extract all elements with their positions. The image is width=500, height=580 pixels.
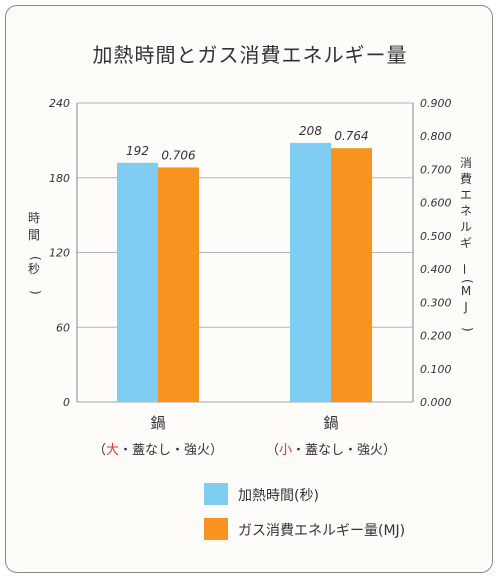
legend-label: ガス消費エネルギー量(MJ)	[238, 523, 405, 539]
chart-title: 加熱時間とガス消費エネルギー量	[93, 43, 408, 67]
category-label: 鍋	[323, 414, 338, 432]
data-label: 0.706	[161, 148, 196, 162]
y-right-tick-label: 0.100	[420, 363, 452, 376]
data-label: 192	[126, 144, 149, 158]
y-left-tick-label: 180	[49, 172, 70, 185]
category-sublabel: （大・蓋なし・強火）	[93, 443, 223, 458]
y-right-tick-label: 0.300	[420, 296, 452, 309]
y-right-tick-label: 0.700	[420, 163, 452, 176]
bar	[158, 167, 199, 402]
bar	[290, 142, 331, 402]
bar	[117, 162, 158, 402]
y-right-tick-label: 0.500	[420, 230, 452, 243]
bar	[331, 148, 372, 402]
category-label: 鍋	[150, 414, 165, 432]
y-left-tick-label: 0	[63, 396, 70, 409]
chart-card	[5, 5, 493, 573]
y-left-axis-title: 時間(秒)	[28, 211, 43, 295]
y-right-tick-label: 0.800	[420, 130, 452, 143]
data-label: 0.764	[334, 129, 368, 143]
data-label: 208	[299, 124, 322, 138]
y-right-tick-label: 0.900	[420, 97, 452, 110]
category-sublabel: （小・蓋なし・強火）	[266, 443, 396, 458]
y-right-tick-label: 0.600	[420, 197, 452, 210]
legend-label: 加熱時間(秒)	[238, 488, 319, 504]
y-right-tick-label: 0.000	[420, 396, 452, 409]
y-left-tick-label: 120	[49, 247, 70, 260]
y-right-tick-label: 0.200	[420, 330, 452, 343]
y-left-tick-label: 240	[49, 97, 70, 110]
legend-swatch	[204, 483, 228, 505]
y-left-tick-label: 60	[56, 321, 70, 334]
y-right-tick-label: 0.400	[420, 263, 452, 276]
y-right-axis-title: 消費エネルギー(M J)	[457, 156, 475, 332]
legend-swatch	[204, 518, 228, 540]
